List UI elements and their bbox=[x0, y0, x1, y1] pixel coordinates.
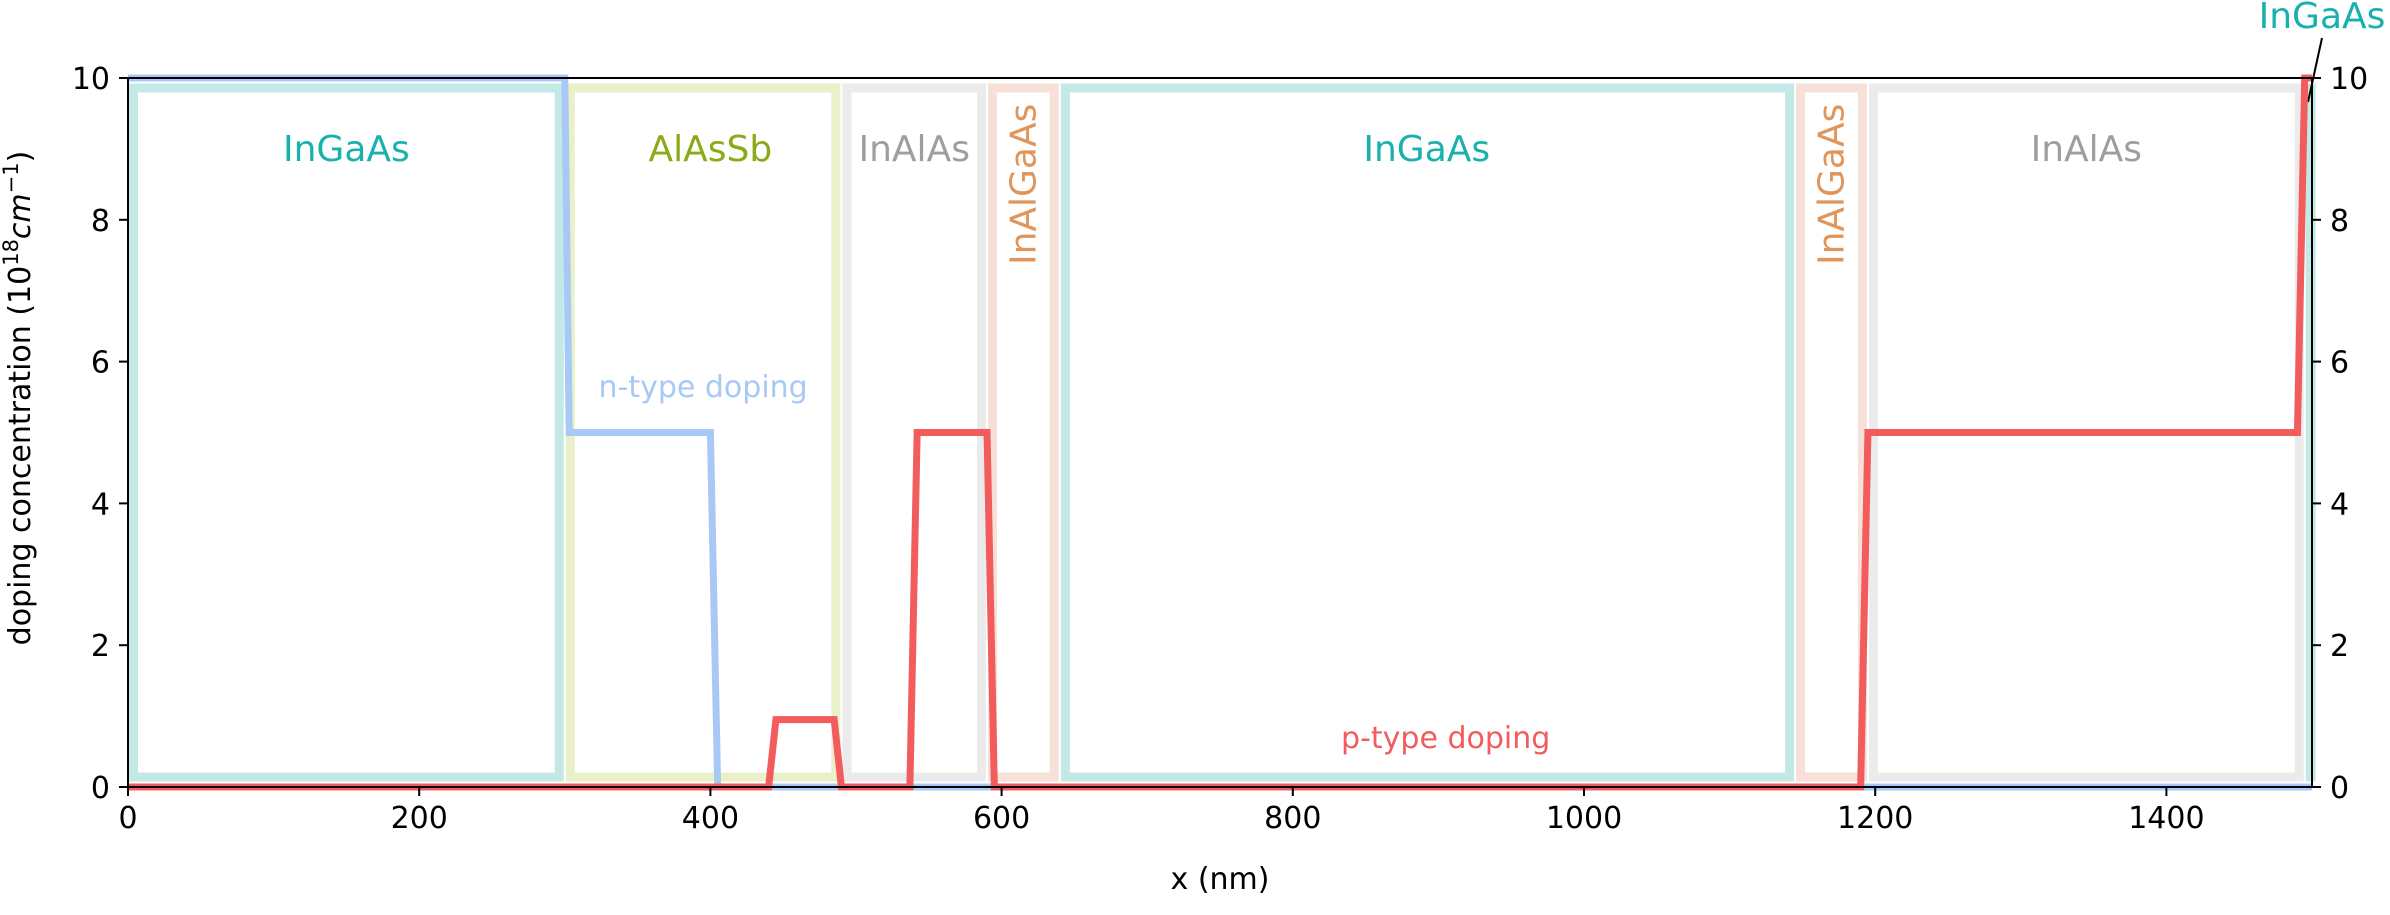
layer-label-2: InAlAs bbox=[859, 129, 970, 170]
y-axis-label-main: doping concentration (10 bbox=[3, 266, 38, 646]
x-tick-label-7: 1400 bbox=[2128, 801, 2204, 836]
layer-label-5: InAlGaAs bbox=[1812, 104, 1853, 265]
y-tick-label-left-0: 0 bbox=[91, 771, 110, 806]
y-axis-label-exp: 18 bbox=[0, 239, 23, 266]
y-axis-label-unit: cm bbox=[3, 193, 38, 239]
y-axis-label: doping concentration (1018cm−1) bbox=[0, 151, 38, 646]
layer-label-0: InGaAs bbox=[283, 129, 410, 170]
doping-series: n-type doping p-type doping bbox=[128, 74, 2312, 791]
x-tick-label-2: 400 bbox=[682, 801, 739, 836]
y-tick-label-left-3: 6 bbox=[91, 346, 110, 381]
y-tick-label-left-2: 4 bbox=[91, 487, 110, 522]
y-tick-label-right-2: 4 bbox=[2330, 487, 2349, 522]
series-label-0: n-type doping bbox=[599, 370, 808, 405]
layer-band-5 bbox=[1796, 83, 1867, 782]
layer-label-3: InAlGaAs bbox=[1003, 104, 1044, 265]
x-tick-label-4: 800 bbox=[1264, 801, 1321, 836]
x-tick-label-6: 1200 bbox=[1837, 801, 1913, 836]
layer-band-4 bbox=[1060, 83, 1795, 782]
y-tick-label-right-1: 2 bbox=[2330, 629, 2349, 664]
series-line-1 bbox=[128, 74, 2312, 791]
y-tick-label-right-4: 8 bbox=[2330, 204, 2349, 239]
y-tick-label-right-5: 10 bbox=[2330, 62, 2368, 97]
plot-frame bbox=[127, 77, 2313, 788]
y-tick-label-left-5: 10 bbox=[72, 62, 110, 97]
layer-label-pointer bbox=[2307, 37, 2323, 103]
y-tick-label-left-4: 8 bbox=[91, 204, 110, 239]
layer-label-6: InAlAs bbox=[2031, 129, 2142, 170]
x-tick-label-0: 0 bbox=[118, 801, 137, 836]
x-tick-label-3: 600 bbox=[973, 801, 1030, 836]
series-label-1: p-type doping bbox=[1341, 721, 1550, 756]
x-tick-label-1: 200 bbox=[391, 801, 448, 836]
x-axis-label: x (nm) bbox=[1171, 862, 1270, 897]
layer-band-3 bbox=[988, 83, 1059, 782]
layer-label-7: InGaAs bbox=[2259, 0, 2386, 37]
plot-frame-rect bbox=[127, 77, 2313, 788]
y-tick-label-left-1: 2 bbox=[91, 629, 110, 664]
layer-label-1: AlAsSb bbox=[649, 129, 773, 170]
layer-band-0 bbox=[129, 83, 564, 782]
y-tick-label-right-3: 6 bbox=[2330, 346, 2349, 381]
x-tick-label-5: 1000 bbox=[1546, 801, 1622, 836]
y-axis-label-unit-exp: −1 bbox=[0, 162, 23, 193]
layer-labels: InGaAs AlAsSb InAlAs InAlGaAs InGaAs InAlGaAs… bbox=[283, 0, 2385, 265]
y-tick-label-right-0: 0 bbox=[2330, 771, 2349, 806]
y-axis-label-close: ) bbox=[3, 151, 38, 163]
layer-label-4: InGaAs bbox=[1363, 129, 1490, 170]
